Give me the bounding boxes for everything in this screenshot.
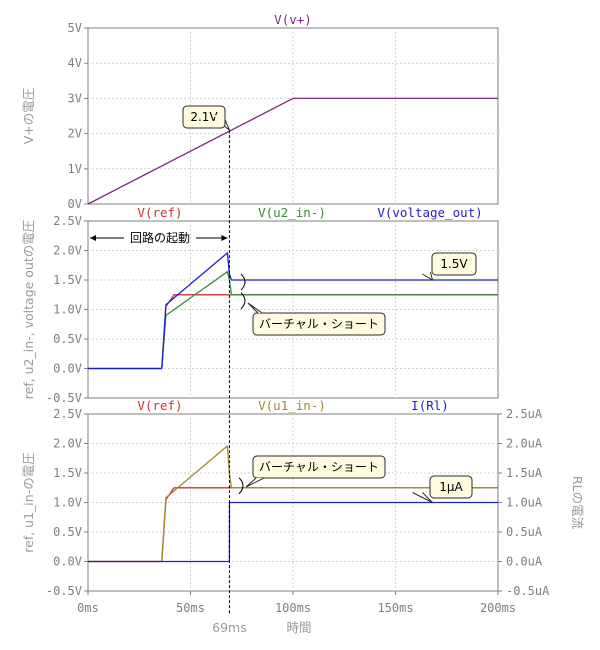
y-tick-label: 0.0V <box>53 362 82 376</box>
callout-pointer <box>247 302 263 314</box>
callout-box <box>429 475 473 499</box>
callout-text: 2.1V <box>190 110 218 124</box>
callout-pointer <box>245 477 265 488</box>
short-bracket <box>240 292 246 310</box>
y2-tick-label: 1.5uA <box>506 466 543 480</box>
y2-tick-label: 2.5uA <box>506 407 543 421</box>
panel-v-plus: 0V 1V 2V 3V 4V 5V V+の電圧 V(v+) 2.1V <box>21 12 499 211</box>
y-tick-label: 0.0V <box>53 555 82 569</box>
y-tick-label: 1.5V <box>53 273 82 287</box>
startup-label: 回路の起動 <box>130 230 190 245</box>
x-tick-label: 0ms <box>77 601 99 615</box>
panel-ref-u2-out: -0.5V 0.0V 0.5V 1.0V 1.5V 2.0V 2.5V ref, u2_in-… <box>21 205 499 405</box>
panel-ref-u1-irl: -0.5V 0.0V 0.5V 1.0V 1.5V 2.0V 2.5V -0.5uA 0.0uA… <box>21 398 585 635</box>
callout-text: バーチャル・ショート <box>259 317 379 331</box>
legend-title: V(ref) <box>137 205 182 220</box>
callout-text: 1μA <box>439 480 463 494</box>
x-tick-label: 100ms <box>275 601 311 615</box>
short-bracket <box>238 477 244 495</box>
y-tick-label: 2.5V <box>53 214 82 228</box>
y-tick-label: 1.5V <box>53 466 82 480</box>
y-axis-label: ref, u1_in-の電圧 <box>21 452 36 552</box>
y-axis-label: ref, u2_in-, voltage outの電圧 <box>21 220 36 400</box>
y-tick-label: 0.5V <box>53 525 82 539</box>
callout-pointer <box>422 271 434 282</box>
chart-title: V(v+) <box>274 12 312 27</box>
y2-tick-label: 2.0uA <box>506 437 543 451</box>
legend-title: V(voltage_out) <box>377 205 482 220</box>
callout-text: バーチャル・ショート <box>259 460 379 474</box>
y-axis-label: V+の電圧 <box>21 88 36 145</box>
series-line-v-v- <box>87 97 498 205</box>
arrow-head-right <box>221 235 228 241</box>
callout-box <box>252 455 386 479</box>
y-tick-label: 5V <box>68 21 82 35</box>
y-tick-label: 2.5V <box>53 407 82 421</box>
y-tick-label: 2.0V <box>53 244 82 258</box>
y-tick-label: 4V <box>68 56 82 70</box>
y-tick-label: 1.0V <box>53 496 82 510</box>
y2-tick-label: -0.5uA <box>506 584 550 598</box>
legend-title: V(u2_in-) <box>258 205 326 220</box>
y-tick-label: -0.5V <box>46 584 82 598</box>
y-tick-label: -0.5V <box>46 391 82 405</box>
x-axis-label: 時間 <box>286 620 311 635</box>
marker-69ms-label: 69ms <box>212 620 247 635</box>
short-bracket <box>240 273 246 291</box>
y-tick-label: 1V <box>68 162 82 176</box>
callout-text: 1.5V <box>440 257 468 271</box>
legend-title: V(u1_in-) <box>258 398 326 413</box>
x-tick-label: 150ms <box>377 601 413 615</box>
y-tick-label: 1.0V <box>53 303 82 317</box>
y-tick-label: 2.0V <box>53 437 82 451</box>
callout-box <box>182 105 226 129</box>
y2-tick-label: 1.0uA <box>506 496 543 510</box>
y2-tick-label: 0.5uA <box>506 525 543 539</box>
x-tick-label: 200ms <box>480 601 516 615</box>
callout-box <box>431 252 477 276</box>
y-tick-label: 2V <box>68 127 82 141</box>
y-tick-label: 0V <box>68 197 82 211</box>
y-tick-label: 3V <box>68 91 82 105</box>
legend-title: V(ref) <box>137 398 182 413</box>
y2-tick-label: 0.0uA <box>506 555 543 569</box>
callout-box <box>252 312 386 336</box>
series-line-v-voltage-out- <box>88 252 498 370</box>
arrow-head-left <box>90 235 96 241</box>
callout-pointer <box>412 492 433 503</box>
y2-axis-label: RLの電流 <box>570 476 585 530</box>
overlay: 69ms <box>212 130 247 635</box>
x-tick-label: 50ms <box>176 601 205 615</box>
y-tick-label: 0.5V <box>53 332 82 346</box>
legend-title: I(Rl) <box>411 398 449 413</box>
